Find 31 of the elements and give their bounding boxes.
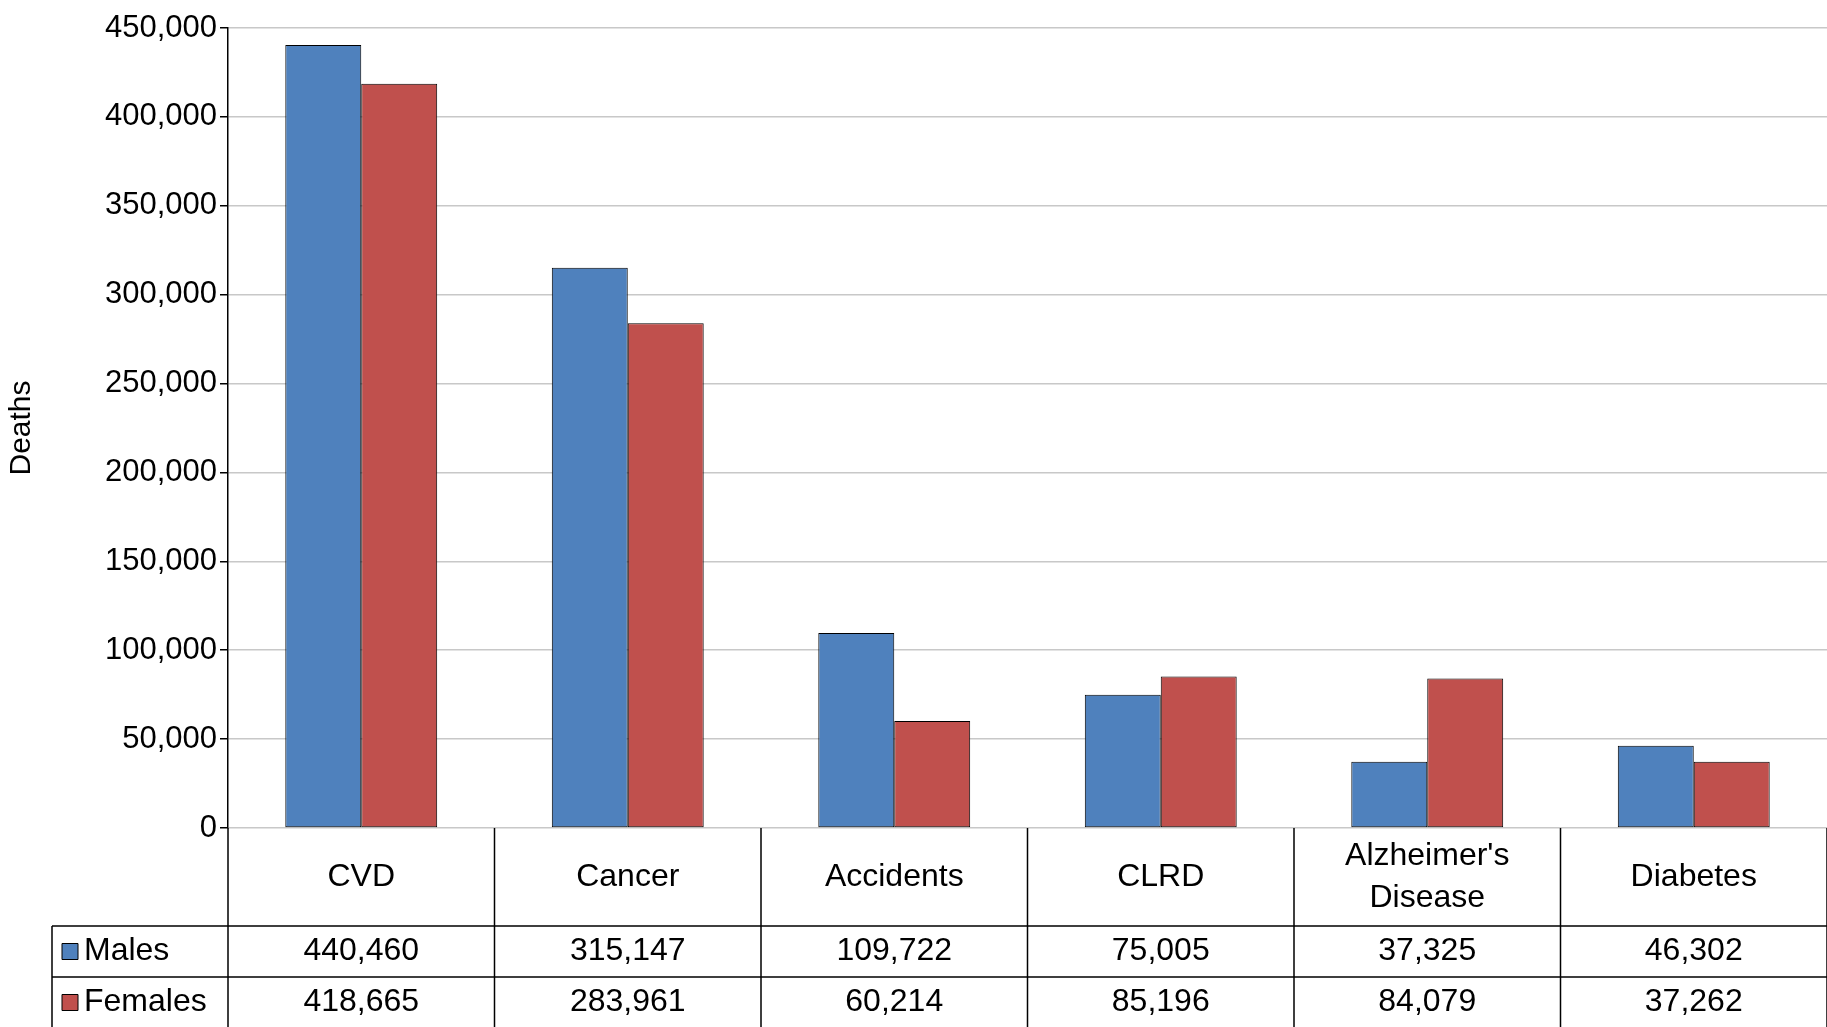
y-tick-label: 50,000: [122, 719, 217, 755]
data-label: 418,665: [303, 982, 420, 1019]
data-label: 440,460: [303, 931, 420, 968]
data-label: 315,147: [569, 931, 686, 968]
y-tick-label: 0: [199, 808, 217, 844]
y-tick-label: 250,000: [104, 364, 217, 400]
x-tick-label: Alzheimer's Disease: [1345, 835, 1510, 914]
y-tick-label: 150,000: [104, 541, 217, 577]
data-label: 84,079: [1378, 982, 1477, 1019]
data-label: 109,722: [836, 931, 953, 968]
data-label: 85,196: [1111, 982, 1210, 1019]
y-axis-title: Deaths: [3, 380, 37, 476]
y-tick-label: 100,000: [104, 630, 217, 666]
legend-label: Females: [84, 982, 207, 1019]
x-tick-label: Accidents: [824, 856, 964, 893]
y-tick-label: 350,000: [104, 186, 217, 222]
data-label: 283,961: [569, 982, 686, 1019]
legend-label: Males: [84, 931, 170, 968]
y-tick-label: 400,000: [104, 97, 217, 133]
y-tick-label: 300,000: [104, 275, 217, 311]
x-tick-label: Diabetes: [1630, 856, 1757, 893]
x-tick-label: CLRD: [1117, 856, 1205, 893]
x-tick-label: CVD: [327, 856, 396, 893]
data-label: 75,005: [1111, 931, 1210, 968]
data-label: 60,214: [845, 982, 944, 1019]
data-label: 46,302: [1644, 931, 1743, 968]
data-label: 37,262: [1644, 982, 1743, 1019]
x-tick-label: Cancer: [576, 856, 680, 893]
y-tick-label: 200,000: [104, 452, 217, 488]
y-tick-label: 450,000: [104, 8, 217, 44]
data-label: 37,325: [1378, 931, 1477, 968]
